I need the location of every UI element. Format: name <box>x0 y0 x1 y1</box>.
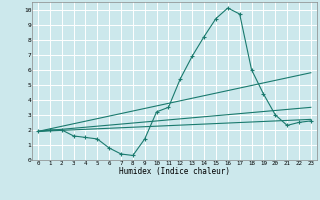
X-axis label: Humidex (Indice chaleur): Humidex (Indice chaleur) <box>119 167 230 176</box>
